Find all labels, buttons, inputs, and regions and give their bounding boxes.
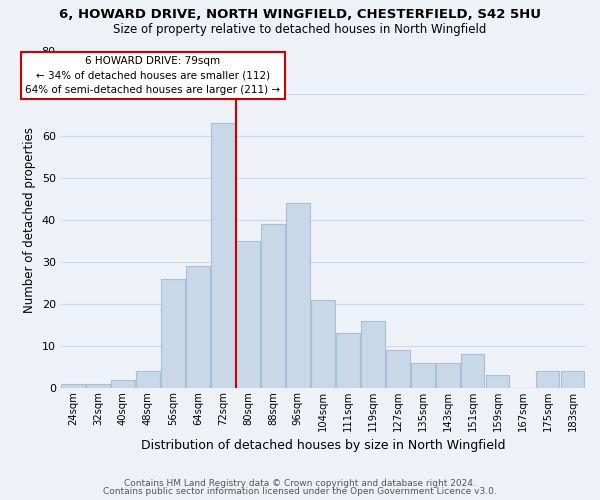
Bar	[211, 123, 235, 388]
Bar	[236, 241, 260, 388]
Text: Contains public sector information licensed under the Open Government Licence v3: Contains public sector information licen…	[103, 487, 497, 496]
X-axis label: Distribution of detached houses by size in North Wingfield: Distribution of detached houses by size …	[140, 440, 505, 452]
Bar	[161, 278, 185, 388]
Bar	[560, 371, 584, 388]
Bar	[461, 354, 484, 388]
Bar	[386, 350, 410, 388]
Bar	[61, 384, 85, 388]
Text: 6 HOWARD DRIVE: 79sqm
← 34% of detached houses are smaller (112)
64% of semi-det: 6 HOWARD DRIVE: 79sqm ← 34% of detached …	[25, 56, 281, 94]
Bar	[336, 334, 359, 388]
Bar	[486, 376, 509, 388]
Bar	[311, 300, 335, 388]
Bar	[261, 224, 285, 388]
Text: 6, HOWARD DRIVE, NORTH WINGFIELD, CHESTERFIELD, S42 5HU: 6, HOWARD DRIVE, NORTH WINGFIELD, CHESTE…	[59, 8, 541, 20]
Bar	[136, 371, 160, 388]
Bar	[536, 371, 559, 388]
Bar	[86, 384, 110, 388]
Text: Size of property relative to detached houses in North Wingfield: Size of property relative to detached ho…	[113, 22, 487, 36]
Bar	[411, 363, 434, 388]
Text: Contains HM Land Registry data © Crown copyright and database right 2024.: Contains HM Land Registry data © Crown c…	[124, 478, 476, 488]
Bar	[436, 363, 460, 388]
Y-axis label: Number of detached properties: Number of detached properties	[23, 127, 36, 313]
Bar	[361, 320, 385, 388]
Bar	[286, 203, 310, 388]
Bar	[186, 266, 210, 388]
Bar	[111, 380, 135, 388]
